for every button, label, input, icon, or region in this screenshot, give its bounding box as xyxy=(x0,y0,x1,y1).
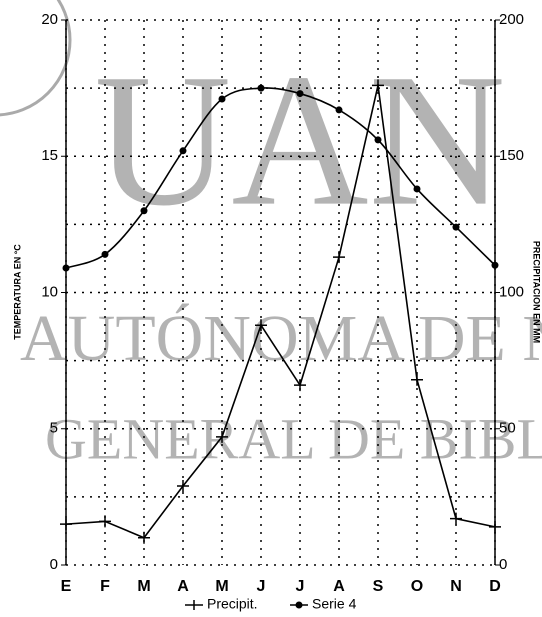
x-tick-label: A xyxy=(177,578,189,595)
plus-marker xyxy=(60,518,72,531)
y-tick-label: 5 xyxy=(50,420,58,437)
point xyxy=(335,106,343,114)
x-tick-label: D xyxy=(489,578,501,595)
plus-marker xyxy=(411,373,423,386)
x-tick-label: M xyxy=(215,578,228,595)
plus-marker xyxy=(294,379,306,392)
x-tick-label: F xyxy=(100,578,110,595)
x-tick-label: S xyxy=(373,578,384,595)
x-tick-label: O xyxy=(411,578,423,595)
point xyxy=(101,250,109,258)
y-tick-label: 20 xyxy=(41,11,58,28)
point xyxy=(140,207,148,215)
x-tick-label: E xyxy=(61,578,72,595)
y2-tick-label: 50 xyxy=(499,420,516,437)
seal xyxy=(0,0,72,117)
point xyxy=(374,136,382,144)
x-tick-label: J xyxy=(296,578,305,595)
watermark-text: AUTÓNOMA DE NU xyxy=(20,302,542,375)
legend-marker xyxy=(295,601,303,609)
x-tick-label: J xyxy=(257,578,266,595)
legend-label: Serie 4 xyxy=(312,596,357,612)
y2-axis-label: PRECIPITACION EN MM xyxy=(532,241,542,343)
x-tick-label: M xyxy=(137,578,150,595)
point xyxy=(491,261,499,269)
plus-marker xyxy=(333,251,345,264)
watermark: UAN AUTÓNOMA DE NU GENERAL DE BIBLIOT xyxy=(0,0,542,471)
series-line xyxy=(65,85,496,539)
plus-marker xyxy=(489,520,501,533)
plus-marker xyxy=(255,319,267,332)
plus-marker xyxy=(372,79,384,92)
plus-marker xyxy=(216,430,228,443)
y2-tick-label: 150 xyxy=(499,147,524,164)
plus-marker xyxy=(177,479,189,492)
plus-marker xyxy=(99,515,111,528)
y2-tick-label: 200 xyxy=(499,11,524,28)
y-tick-label: 15 xyxy=(41,147,58,164)
x-tick-label: A xyxy=(333,578,345,595)
point xyxy=(218,95,226,103)
y-axis-label: TEMPERATURA EN °C xyxy=(12,244,22,340)
point xyxy=(257,84,265,92)
x-tick-label: N xyxy=(450,578,462,595)
legend-label: Precipit. xyxy=(207,596,258,612)
point xyxy=(179,147,187,155)
y2-tick-label: 0 xyxy=(499,556,507,573)
point xyxy=(452,223,460,231)
point xyxy=(413,185,421,193)
plus-marker xyxy=(138,531,150,544)
point xyxy=(296,90,304,98)
watermark-text: GENERAL DE BIBLIOT xyxy=(45,406,542,471)
plus-marker xyxy=(450,512,462,525)
y-tick-label: 0 xyxy=(50,556,58,573)
y2-tick-label: 100 xyxy=(499,283,524,300)
point xyxy=(62,264,70,272)
y-tick-label: 10 xyxy=(41,283,58,300)
